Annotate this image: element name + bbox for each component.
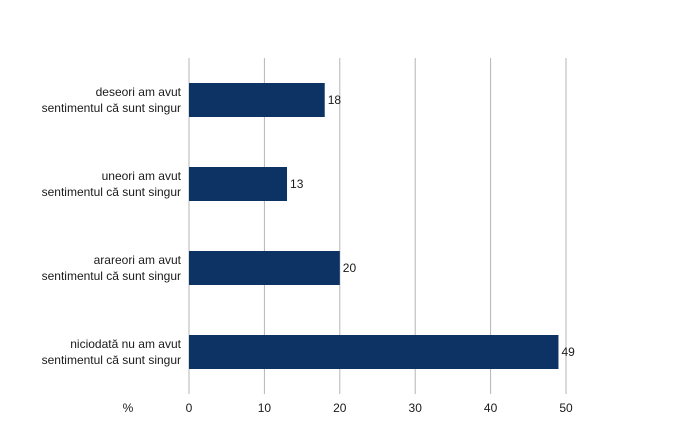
category-label-line: sentimentul că sunt singur	[42, 353, 181, 367]
category-label-line: sentimentul că sunt singur	[42, 185, 181, 199]
data-labels: 18 13 20 49	[290, 93, 575, 359]
category-label-line: sentimentul că sunt singur	[42, 269, 181, 283]
category-label-line: uneori am avut	[102, 169, 182, 183]
category-label-4: niciodată nu am avut sentimentul că sunt …	[42, 337, 182, 367]
x-axis-unit-label: %	[123, 401, 134, 415]
x-tick-label-0: 0	[186, 401, 193, 415]
x-tick-label-20: 20	[333, 401, 347, 415]
category-label-2: uneori am avut sentimentul că sunt singur	[42, 169, 182, 199]
data-label-4: 49	[561, 345, 575, 359]
category-label-1: deseori am avut sentimentul că sunt singu…	[42, 85, 182, 115]
bar-4	[189, 335, 559, 369]
bar-3	[189, 251, 340, 285]
category-label-line: arareori am avut	[94, 253, 182, 267]
bar-2	[189, 167, 288, 201]
bar-1	[189, 83, 325, 117]
data-label-1: 18	[328, 93, 342, 107]
x-tick-label-50: 50	[559, 401, 573, 415]
bars	[189, 83, 559, 369]
category-label-3: arareori am avut sentimentul că sunt sing…	[42, 253, 182, 283]
category-label-line: sentimentul că sunt singur	[42, 101, 181, 115]
data-label-3: 20	[343, 261, 357, 275]
x-tick-label-30: 30	[409, 401, 423, 415]
data-label-2: 13	[290, 177, 304, 191]
x-axis-ticks: 0 10 20 30 40 50	[186, 401, 573, 415]
category-labels: deseori am avut sentimentul că sunt singu…	[42, 85, 182, 367]
category-label-line: niciodată nu am avut	[70, 337, 181, 351]
x-tick-label-40: 40	[484, 401, 498, 415]
x-tick-label-10: 10	[258, 401, 272, 415]
category-label-line: deseori am avut	[96, 85, 182, 99]
